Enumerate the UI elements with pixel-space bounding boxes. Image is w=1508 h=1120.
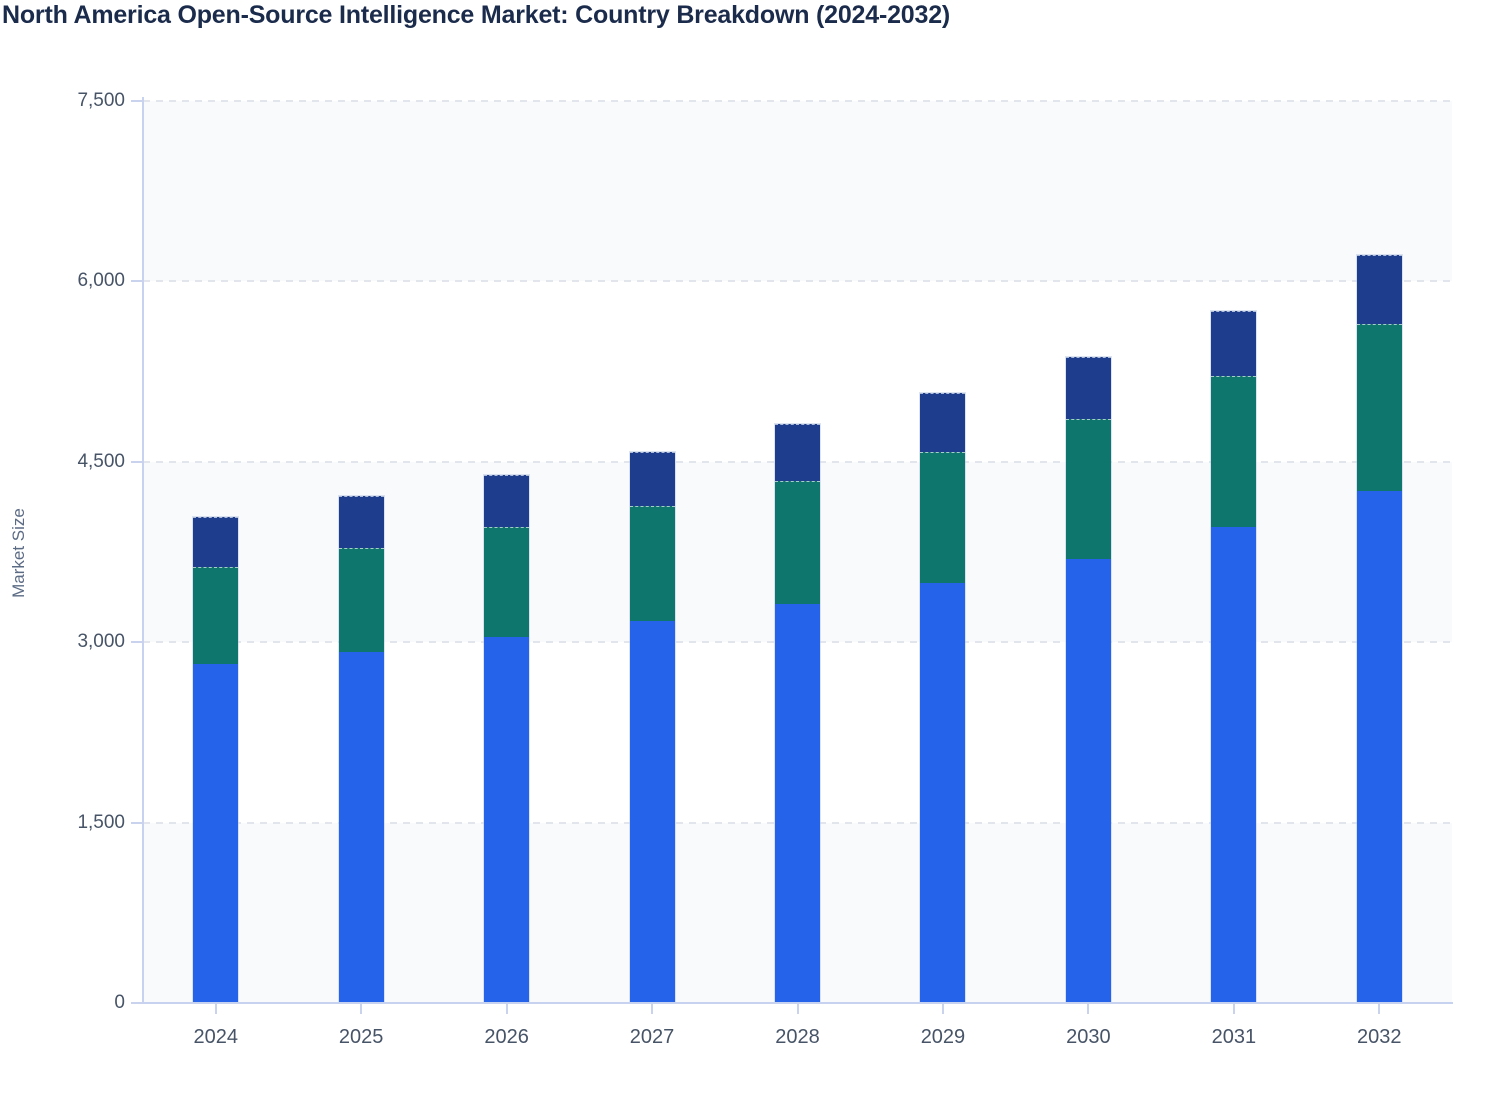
bar-segment-2027-bottom-segment-blue[interactable] (629, 621, 675, 1003)
gridline (143, 280, 1452, 283)
x-axis-label-2032: 2032 (1357, 1026, 1402, 1048)
bar-segment-2030-top-segment-navy[interactable] (1065, 357, 1111, 419)
x-axis-label-2024: 2024 (193, 1026, 238, 1048)
x-axis-label-2030: 2030 (1066, 1026, 1111, 1048)
x-axis-tick (796, 1004, 799, 1014)
bar-segment-2030-bottom-segment-blue[interactable] (1065, 558, 1111, 1003)
bar-segment-2025-top-segment-navy[interactable] (338, 496, 384, 548)
bar-segment-2027-middle-segment-teal[interactable] (629, 506, 675, 622)
x-axis-tick (505, 1004, 508, 1014)
x-axis-tick (1378, 1004, 1381, 1014)
y-axis-tick (131, 821, 143, 824)
y-axis-tick (131, 460, 143, 463)
bar-segment-2032-bottom-segment-blue[interactable] (1356, 490, 1402, 1003)
x-axis-label-2026: 2026 (484, 1026, 529, 1048)
x-axis-tick (1087, 1004, 1090, 1014)
plot-area (143, 100, 1452, 1003)
bar-segment-2024-bottom-segment-blue[interactable] (193, 664, 239, 1003)
bar-segment-2025-middle-segment-teal[interactable] (338, 547, 384, 652)
x-axis-tick (1232, 1004, 1235, 1014)
bar-segment-2028-middle-segment-teal[interactable] (775, 481, 820, 605)
x-axis-line (143, 1002, 1453, 1004)
bar-segment-2029-top-segment-navy[interactable] (920, 392, 966, 453)
y-axis-title: Market Size (9, 508, 28, 598)
bar-2028[interactable] (775, 423, 820, 1003)
plot-band (143, 101, 1452, 282)
y-axis-tick (131, 100, 143, 102)
bar-segment-2028-bottom-segment-blue[interactable] (775, 604, 820, 1003)
x-axis-tick (214, 1004, 217, 1014)
gridline (143, 100, 1452, 102)
bar-segment-2029-bottom-segment-blue[interactable] (920, 582, 966, 1003)
y-axis-tick-label: 3,000 (77, 631, 125, 653)
y-axis-tick-label: 6,000 (77, 270, 125, 292)
x-axis-label-2029: 2029 (920, 1026, 966, 1048)
bar-segment-2031-bottom-segment-blue[interactable] (1211, 527, 1257, 1003)
bar-segment-2030-middle-segment-teal[interactable] (1065, 418, 1111, 559)
bar-segment-2025-bottom-segment-blue[interactable] (338, 651, 384, 1003)
y-axis-line (142, 97, 144, 1004)
x-axis-label-2028: 2028 (775, 1026, 820, 1048)
bar-segment-2032-middle-segment-teal[interactable] (1356, 324, 1402, 491)
bar-segment-2026-bottom-segment-blue[interactable] (484, 636, 530, 1003)
bar-2026[interactable] (484, 475, 530, 1003)
bar-2024[interactable] (193, 516, 239, 1003)
bar-segment-2027-top-segment-navy[interactable] (629, 451, 675, 507)
bar-2027[interactable] (629, 451, 675, 1003)
chart-title: North America Open-Source Intelligence M… (2, 1, 951, 29)
bar-segment-2024-middle-segment-teal[interactable] (193, 567, 239, 665)
y-axis-tick (131, 1002, 143, 1004)
bar-segment-2031-middle-segment-teal[interactable] (1211, 375, 1257, 528)
bar-segment-2026-top-segment-navy[interactable] (484, 475, 530, 528)
x-axis-tick (360, 1004, 363, 1014)
bar-segment-2029-middle-segment-teal[interactable] (920, 452, 966, 583)
x-axis-label-2027: 2027 (629, 1026, 675, 1048)
bar-2030[interactable] (1065, 357, 1111, 1003)
x-axis-tick (651, 1004, 654, 1014)
bar-segment-2031-top-segment-navy[interactable] (1211, 311, 1257, 376)
bar-segment-2024-top-segment-navy[interactable] (193, 516, 239, 568)
x-axis-tick (941, 1004, 944, 1014)
bar-2025[interactable] (338, 496, 384, 1003)
y-axis-tick (131, 641, 143, 644)
y-axis-tick-label: 1,500 (77, 811, 125, 833)
bar-segment-2026-middle-segment-teal[interactable] (484, 527, 530, 637)
bar-segment-2028-top-segment-navy[interactable] (775, 423, 820, 482)
y-axis-tick (131, 280, 143, 283)
bar-2032[interactable] (1356, 254, 1402, 1003)
bar-segment-2032-top-segment-navy[interactable] (1356, 254, 1402, 325)
y-axis-tick-label: 0 (114, 992, 125, 1013)
y-axis-tick-label: 7,500 (77, 90, 125, 111)
bar-2031[interactable] (1211, 311, 1257, 1003)
y-axis-tick-label: 4,500 (77, 450, 125, 472)
x-axis-label-2031: 2031 (1211, 1026, 1257, 1048)
bar-2029[interactable] (920, 392, 966, 1003)
x-axis-label-2025: 2025 (338, 1026, 384, 1048)
